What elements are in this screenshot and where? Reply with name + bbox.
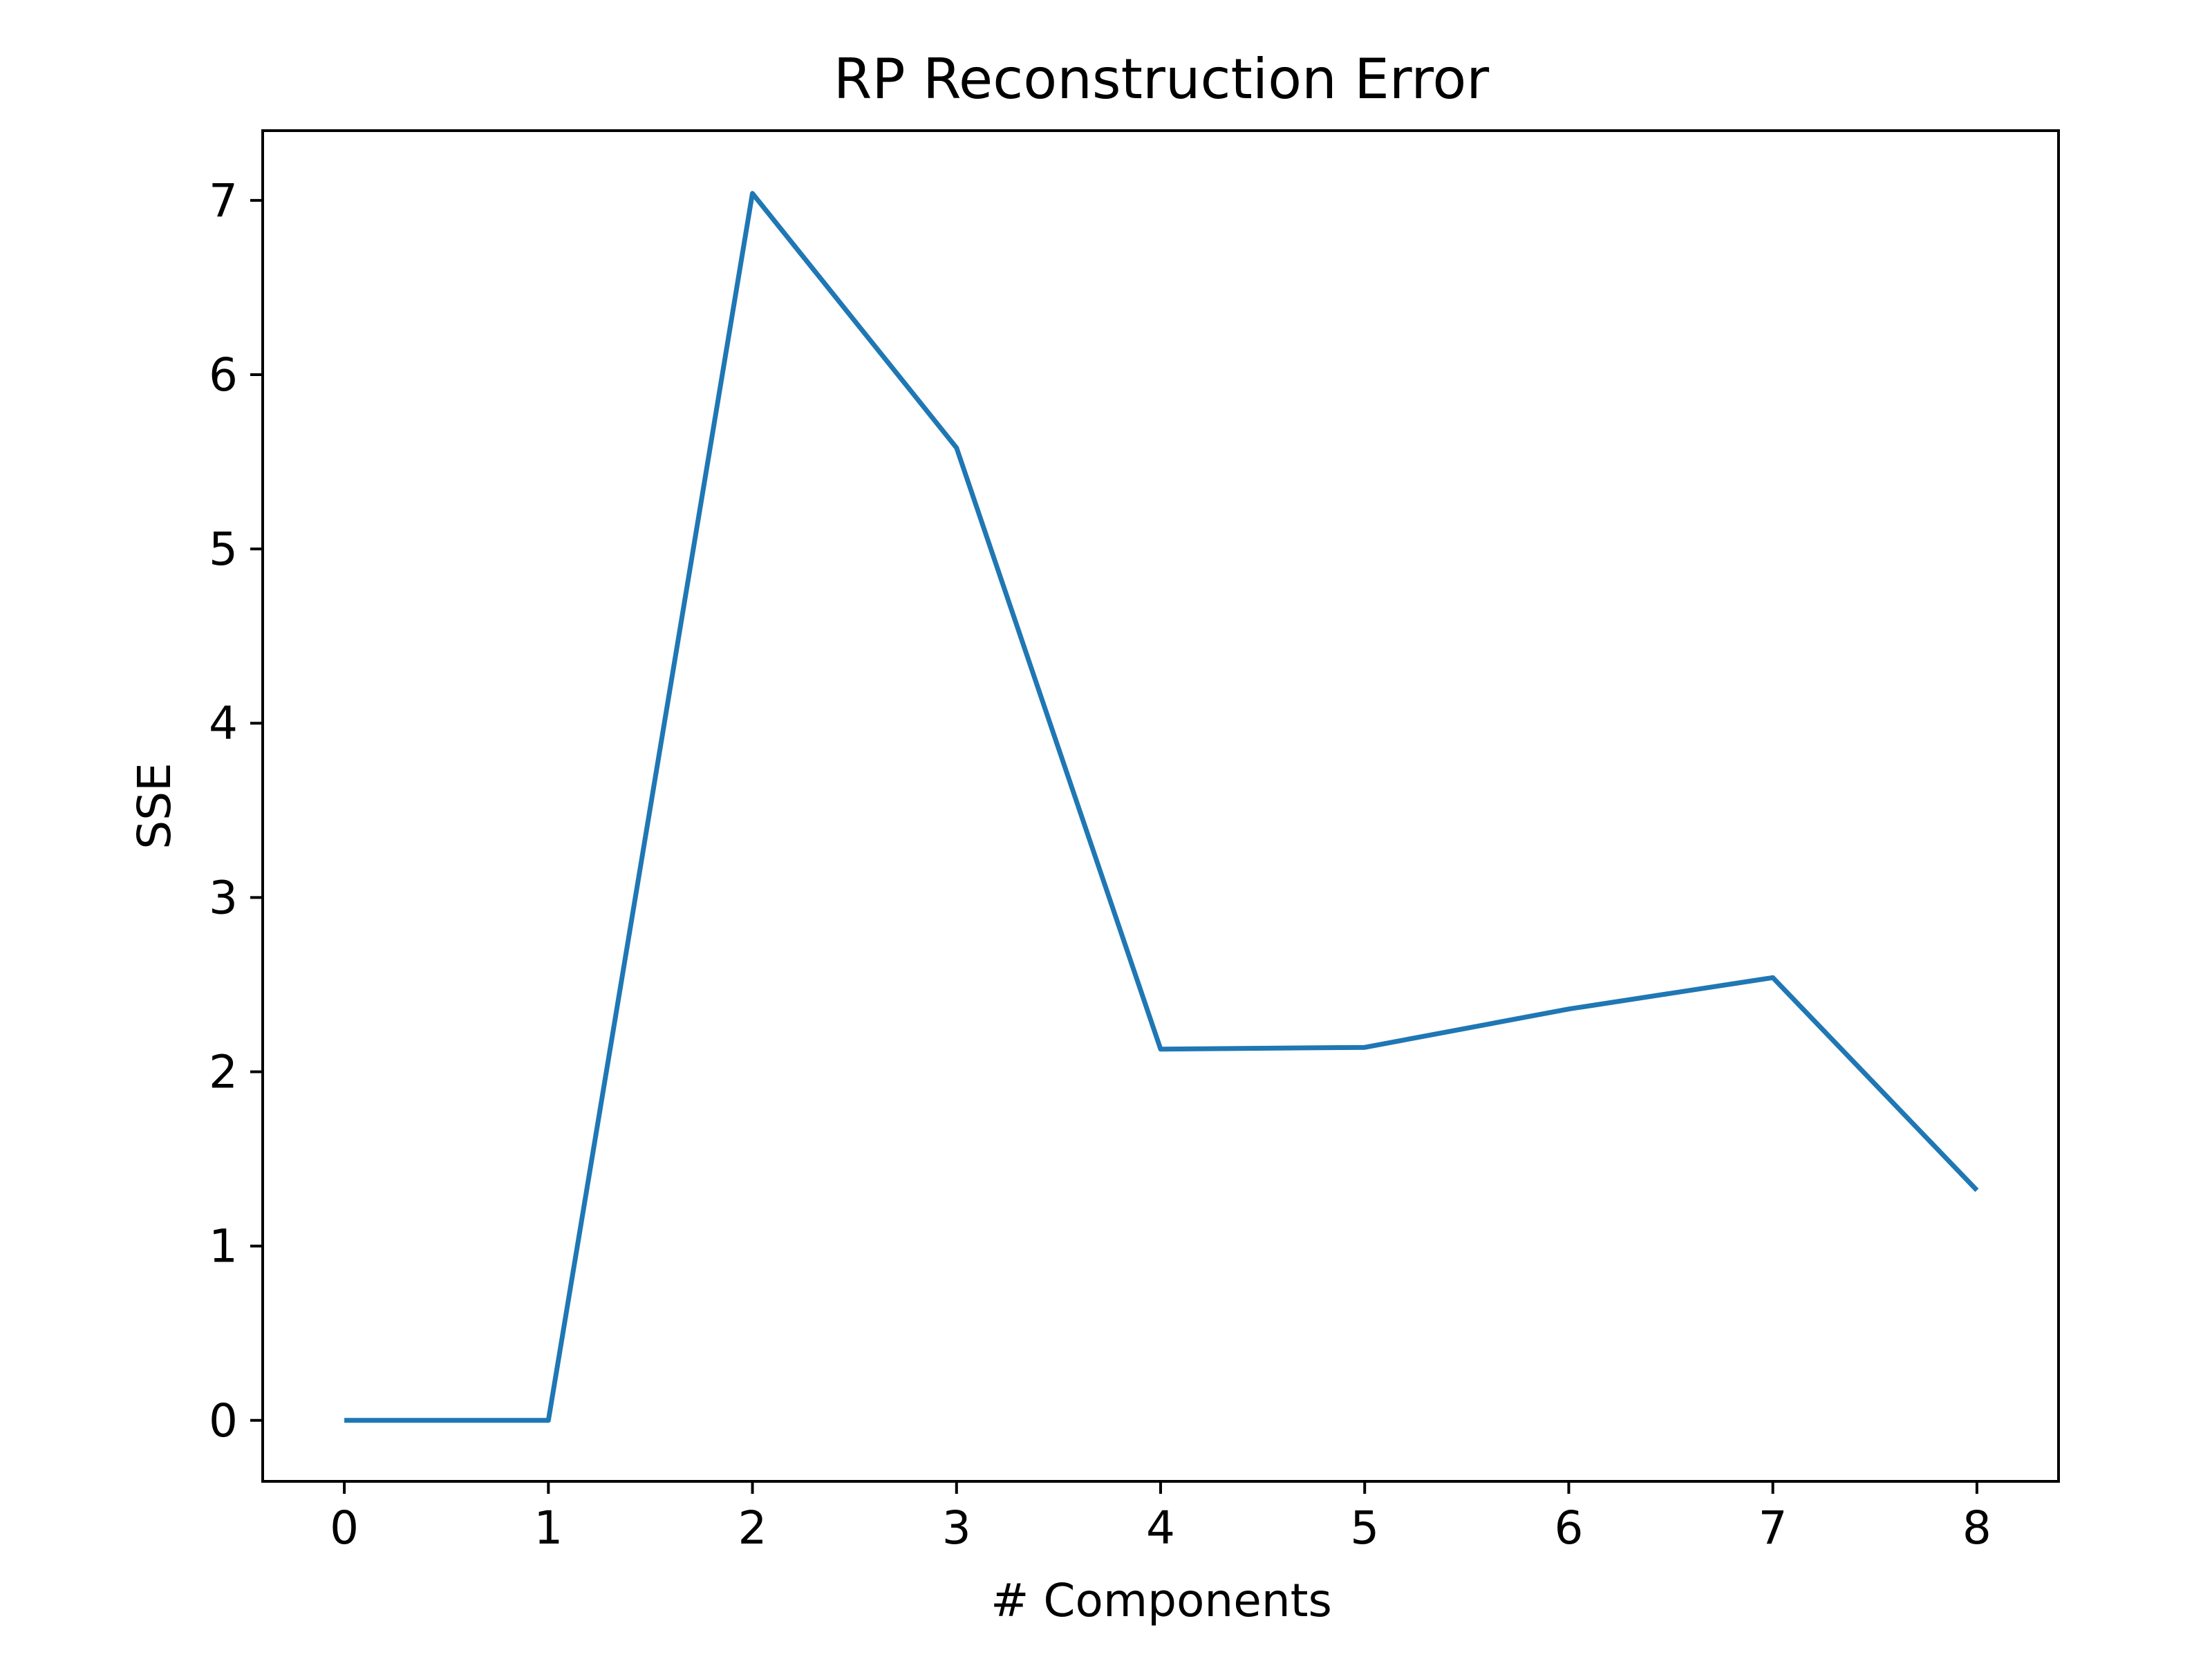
x-tick-label: 5 bbox=[1350, 1501, 1379, 1555]
y-tick-label: 1 bbox=[209, 1220, 238, 1273]
chart-title: RP Reconstruction Error bbox=[834, 47, 1490, 111]
y-tick-label: 0 bbox=[209, 1394, 238, 1447]
plot-area bbox=[344, 191, 1979, 1423]
x-tick-label: 7 bbox=[1759, 1501, 1788, 1555]
y-tick-label: 7 bbox=[209, 174, 238, 227]
x-tick-label: 1 bbox=[534, 1501, 563, 1555]
y-axis-label: SSE bbox=[128, 762, 181, 850]
y-tick-label: 3 bbox=[209, 871, 238, 924]
x-axis-label: # Components bbox=[991, 1574, 1332, 1627]
x-tick-label: 6 bbox=[1554, 1501, 1583, 1555]
y-tick-label: 6 bbox=[209, 348, 238, 402]
y-tick-label: 4 bbox=[209, 697, 238, 750]
x-tick-label: 4 bbox=[1146, 1501, 1175, 1555]
x-axis: 0 1 2 3 4 5 6 7 8 bbox=[330, 1481, 1991, 1555]
series-line bbox=[344, 191, 1979, 1423]
x-tick-label: 0 bbox=[330, 1501, 359, 1555]
y-axis: 0 1 2 3 4 5 6 7 bbox=[209, 174, 263, 1447]
y-tick-label: 2 bbox=[209, 1045, 238, 1098]
x-tick-label: 8 bbox=[1962, 1501, 1991, 1555]
x-tick-label: 2 bbox=[738, 1501, 767, 1555]
x-tick-label: 3 bbox=[942, 1501, 971, 1555]
y-tick-label: 5 bbox=[209, 523, 238, 576]
